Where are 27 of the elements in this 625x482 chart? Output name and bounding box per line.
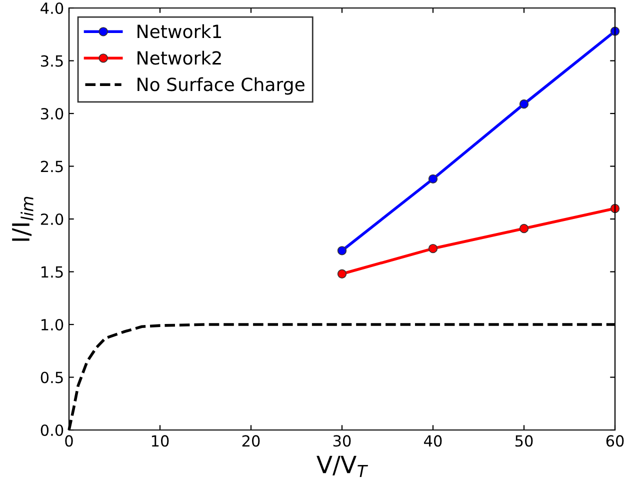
y-tick-label: 0.0: [40, 424, 64, 436]
x-tick-label: 0: [65, 435, 73, 447]
x-tick-label: 60: [606, 435, 624, 447]
y-tick-label: 0.5: [40, 372, 63, 384]
y-tick-label: 3.0: [41, 108, 64, 120]
point: [337, 269, 347, 278]
point: [519, 224, 529, 234]
point: [428, 244, 438, 254]
y-tick-label: 3.5: [41, 55, 63, 67]
point: [428, 174, 438, 184]
x-tick-label: 30: [333, 435, 351, 447]
y-axis-title: I/I$_{lim}$: [12, 196, 34, 241]
y-tick-label: 2.0: [40, 213, 64, 226]
y-tick-label: 1.0: [42, 318, 64, 331]
y-tick-label: 1.5: [42, 266, 63, 278]
legend-label: Network1: [138, 24, 222, 38]
x-axis-title: V/V$_{T}$: [316, 456, 368, 477]
x-tick-label: 40: [424, 435, 442, 447]
point: [519, 99, 529, 109]
x-tick-label: 10: [152, 435, 169, 447]
point: [337, 246, 347, 256]
y-tick-label: 4.0: [40, 2, 64, 14]
x-tick-label: 20: [242, 435, 260, 447]
y-tick-label: 2.5: [40, 160, 63, 172]
x-tick-label: 50: [515, 435, 533, 447]
legend-label: No Surface Charge: [138, 77, 304, 95]
legend-label: Network2: [138, 50, 221, 65]
